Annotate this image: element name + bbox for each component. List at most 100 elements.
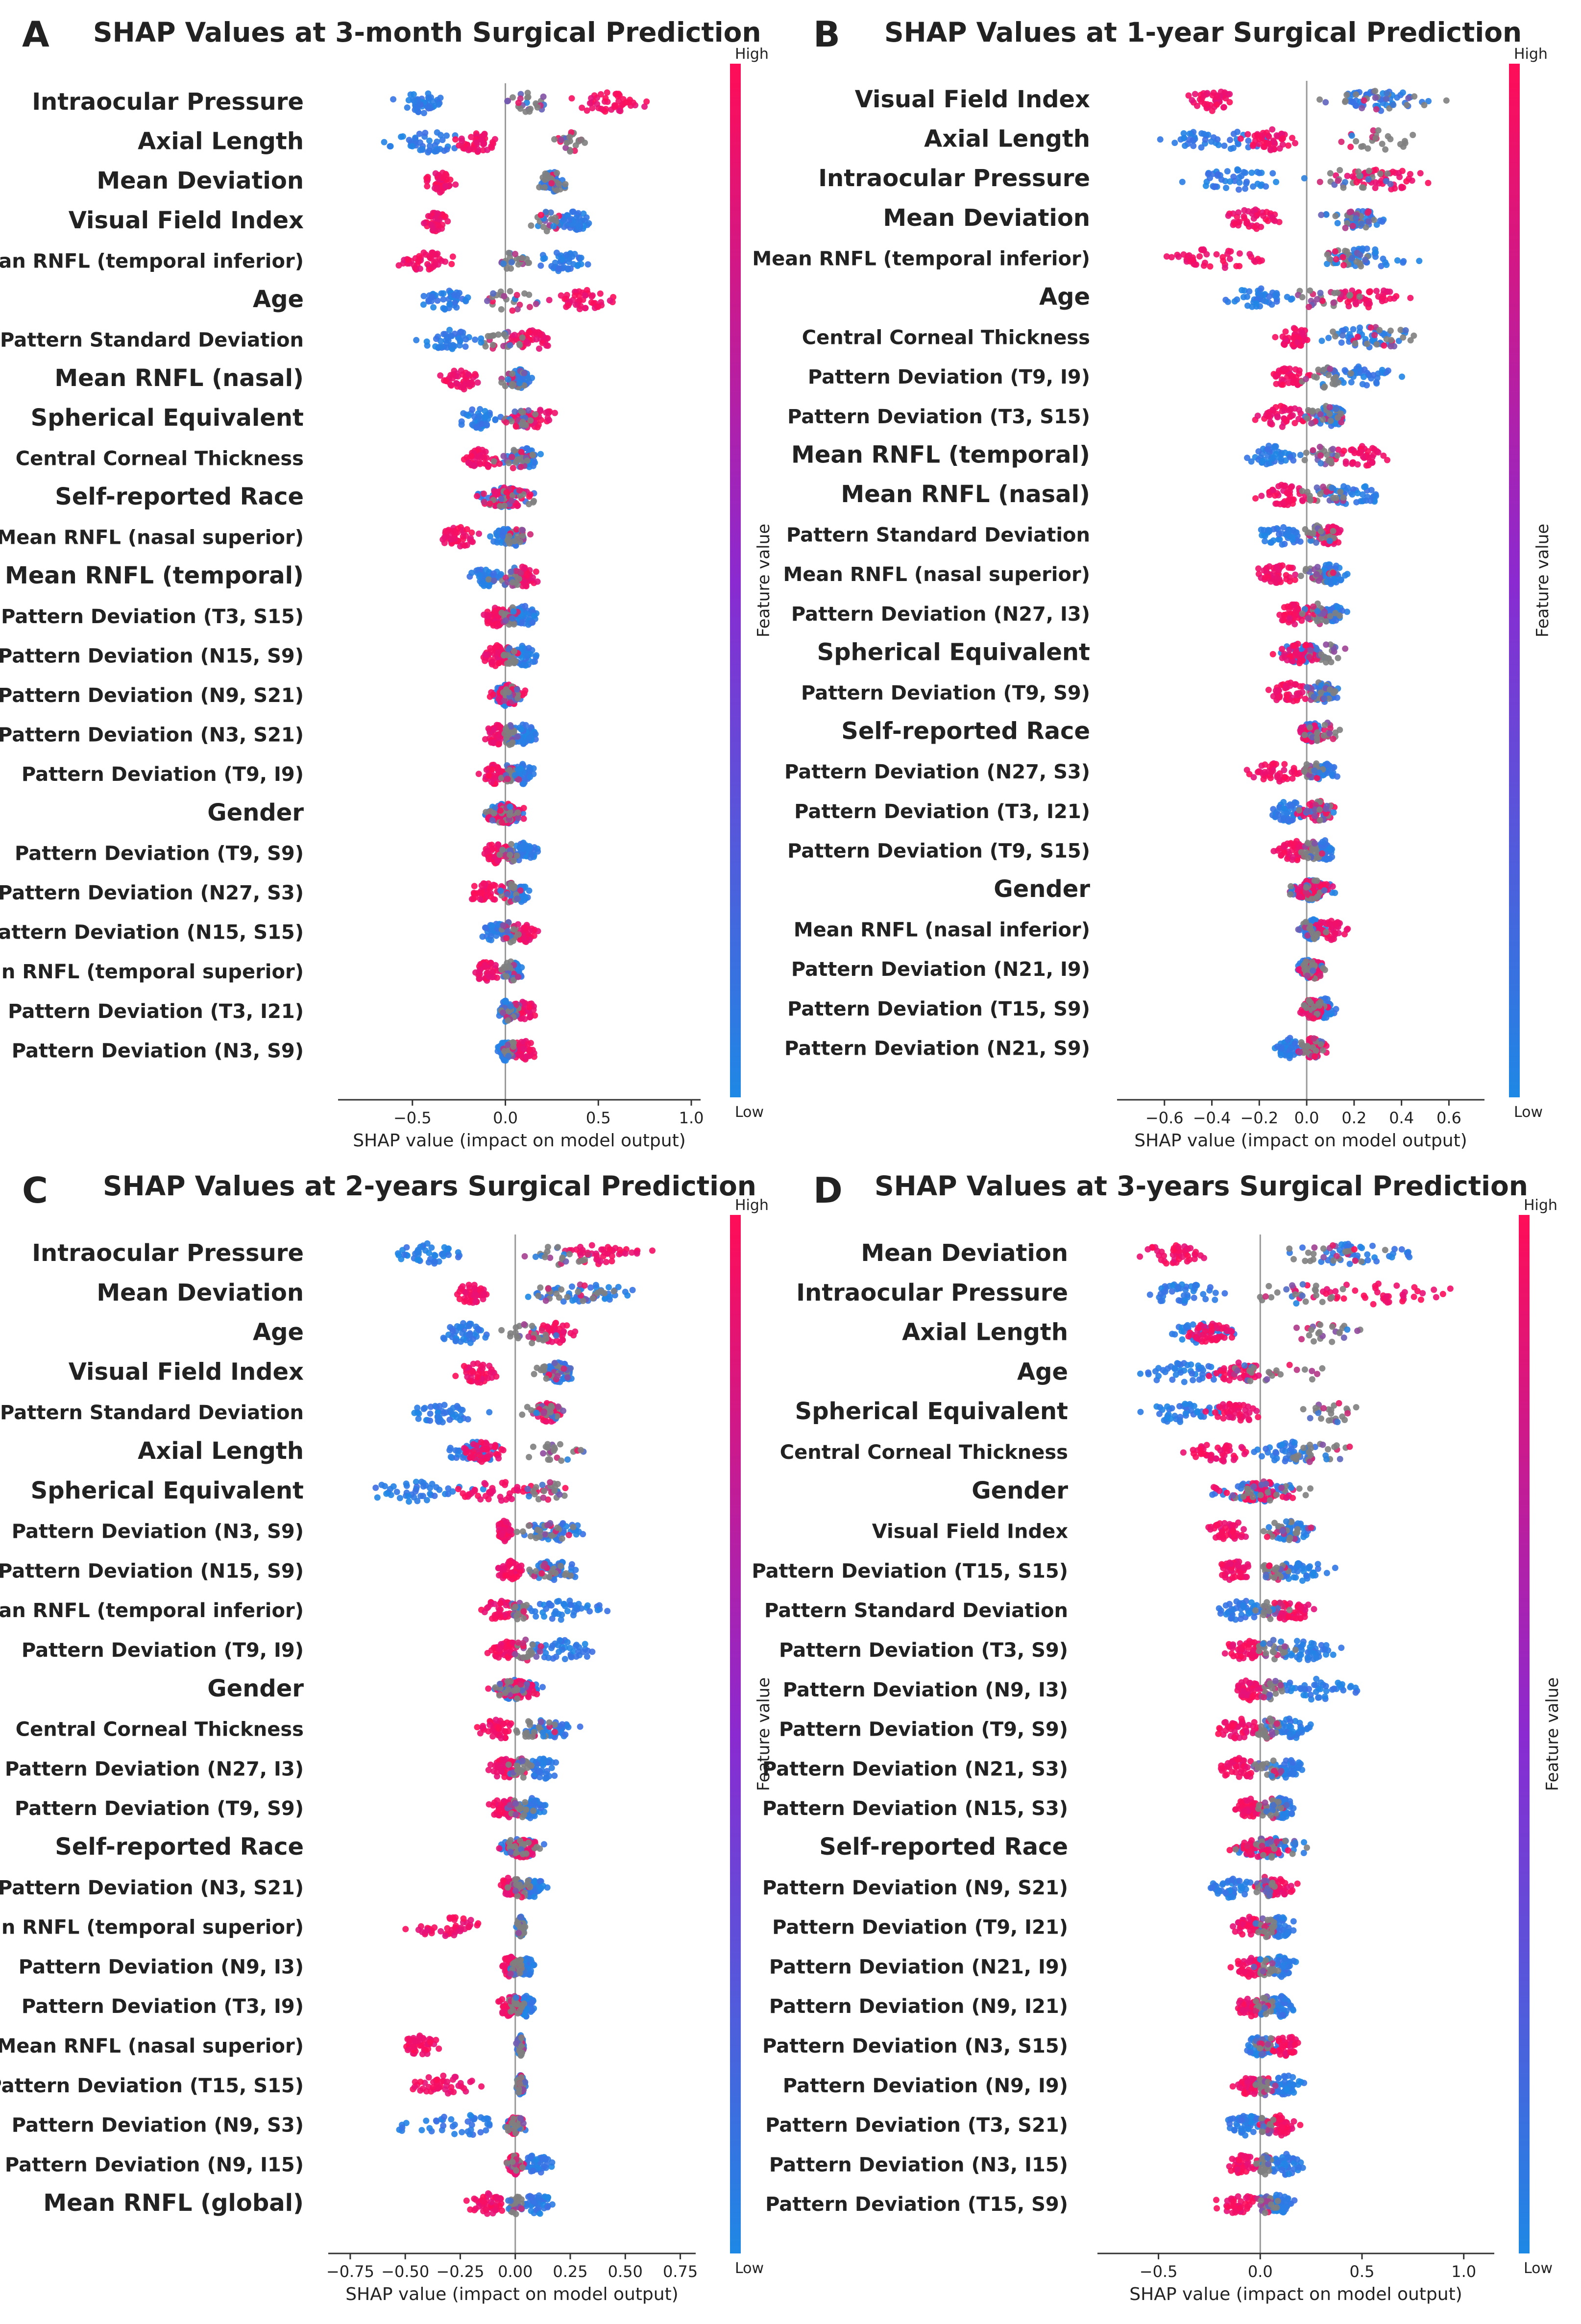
shap-point bbox=[482, 736, 488, 743]
feature-row-points bbox=[390, 89, 650, 117]
shap-point bbox=[517, 538, 523, 545]
shap-point bbox=[546, 297, 553, 303]
shap-point bbox=[1384, 170, 1391, 177]
shap-point bbox=[508, 884, 515, 891]
shap-point bbox=[1297, 452, 1304, 459]
shap-point bbox=[1299, 294, 1306, 301]
shap-point bbox=[414, 103, 421, 110]
shap-point bbox=[522, 603, 529, 609]
shap-point bbox=[1186, 136, 1192, 143]
shap-point bbox=[1317, 452, 1324, 459]
feature-label: Pattern Deviation (T9, S9) bbox=[15, 842, 304, 865]
shap-point bbox=[1330, 446, 1337, 453]
shap-point bbox=[1324, 451, 1330, 458]
shap-point bbox=[588, 293, 595, 300]
shap-point bbox=[1185, 92, 1192, 99]
shap-point bbox=[1367, 497, 1374, 504]
shap-point bbox=[508, 497, 515, 504]
shap-point bbox=[523, 1054, 530, 1061]
shap-point bbox=[1316, 178, 1323, 185]
shap-point bbox=[615, 91, 622, 97]
feature-row-points bbox=[1185, 88, 1450, 114]
shap-point bbox=[422, 251, 429, 258]
shap-point bbox=[537, 262, 544, 269]
shap-point bbox=[500, 260, 507, 267]
shap-point bbox=[1354, 490, 1361, 497]
shap-point bbox=[520, 841, 527, 848]
shap-point bbox=[1400, 258, 1407, 265]
shap-point bbox=[485, 576, 492, 583]
shap-point bbox=[1223, 185, 1230, 191]
shap-point bbox=[1260, 297, 1267, 304]
shap-point bbox=[1411, 332, 1417, 339]
shap-point bbox=[468, 453, 475, 460]
shap-point bbox=[1339, 332, 1346, 339]
shap-point bbox=[504, 265, 510, 272]
shap-point bbox=[1310, 447, 1316, 454]
shap-point bbox=[1388, 337, 1395, 343]
feature-row-points bbox=[437, 366, 535, 392]
shap-point bbox=[1281, 341, 1288, 348]
shap-point bbox=[1225, 212, 1232, 219]
shap-point bbox=[1282, 449, 1289, 456]
shap-point bbox=[526, 734, 533, 741]
shap-point bbox=[1280, 524, 1287, 531]
feature-row-points bbox=[1222, 285, 1414, 311]
feature-label: Age bbox=[253, 286, 304, 313]
feature-row-points bbox=[1258, 522, 1344, 548]
shap-point bbox=[531, 932, 537, 939]
shap-point bbox=[1269, 170, 1276, 177]
shap-point bbox=[441, 305, 448, 312]
shap-point bbox=[1353, 499, 1360, 506]
shap-point bbox=[505, 1017, 511, 1024]
shap-point bbox=[437, 189, 443, 196]
feature-row-points bbox=[481, 603, 540, 629]
shap-point bbox=[514, 695, 521, 702]
shap-point bbox=[1233, 263, 1240, 269]
shap-point bbox=[575, 223, 582, 230]
shap-point bbox=[507, 1003, 514, 1010]
feature-label: Spherical Equivalent bbox=[31, 404, 304, 432]
shap-point bbox=[460, 145, 467, 152]
shap-point bbox=[519, 334, 526, 341]
shap-point bbox=[1292, 650, 1299, 657]
shap-point bbox=[578, 254, 584, 261]
shap-point bbox=[510, 94, 516, 101]
feature-row-points bbox=[479, 919, 541, 945]
shap-point bbox=[1338, 411, 1344, 417]
x-axis-label: SHAP value (impact on model output) bbox=[353, 1131, 685, 1151]
shap-point bbox=[511, 332, 518, 339]
shap-point bbox=[1372, 88, 1379, 95]
shap-point bbox=[451, 535, 458, 542]
feature-row-points bbox=[1272, 324, 1417, 351]
shap-point bbox=[482, 343, 489, 350]
shap-point bbox=[583, 214, 590, 221]
shap-point bbox=[595, 303, 602, 310]
shap-point bbox=[514, 733, 521, 740]
feature-label: Intraocular Pressure bbox=[818, 165, 1090, 192]
shap-point bbox=[492, 416, 499, 423]
shap-point bbox=[1296, 367, 1303, 374]
shap-point bbox=[515, 973, 521, 980]
shap-point bbox=[509, 658, 515, 665]
shap-point bbox=[498, 819, 505, 826]
shap-point bbox=[1244, 131, 1251, 138]
shap-point bbox=[520, 815, 527, 822]
shap-point bbox=[1284, 657, 1290, 664]
shap-point bbox=[1347, 370, 1354, 377]
shap-point bbox=[1337, 167, 1343, 173]
shap-point bbox=[1252, 258, 1259, 265]
shap-point bbox=[1379, 366, 1386, 373]
shap-point bbox=[450, 342, 456, 348]
shap-point bbox=[1307, 724, 1313, 731]
shap-point bbox=[503, 489, 510, 496]
shap-point bbox=[1281, 365, 1288, 372]
shap-point bbox=[1326, 255, 1333, 262]
shap-point bbox=[1274, 414, 1281, 421]
shap-point bbox=[524, 572, 531, 579]
shap-point bbox=[1272, 334, 1279, 340]
shap-point bbox=[1252, 206, 1259, 213]
shap-point bbox=[1209, 107, 1216, 114]
shap-point bbox=[582, 305, 589, 312]
